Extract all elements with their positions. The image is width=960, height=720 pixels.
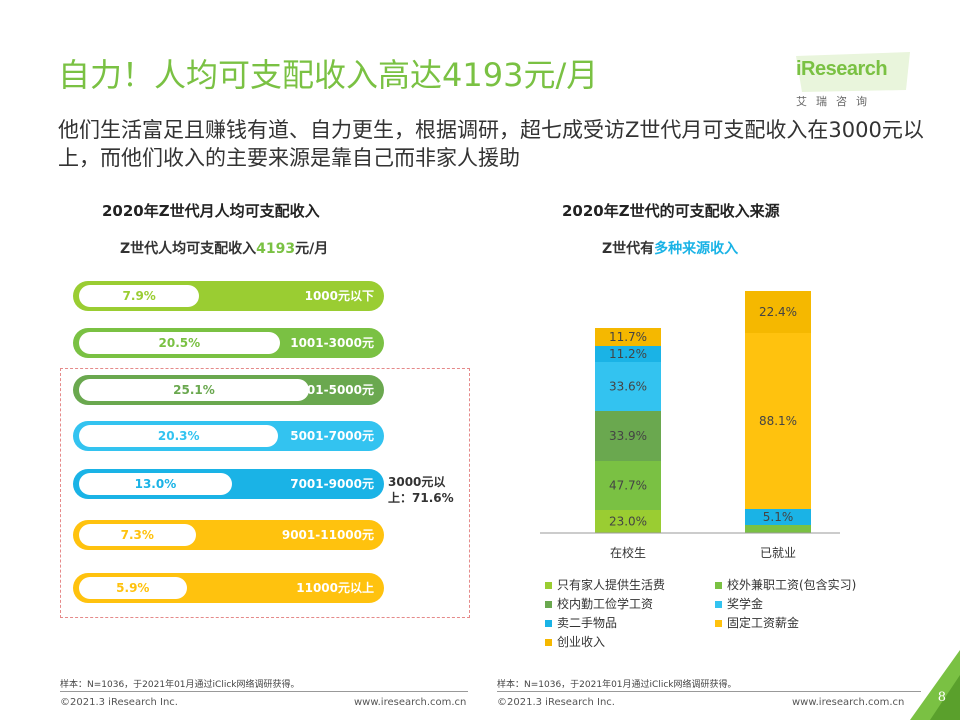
page-title: 自力！人均可支配收入高达4193元/月: [58, 56, 599, 94]
x-axis-tick-label: 在校生: [610, 545, 646, 560]
right-sub-highlight: 多种来源收入: [654, 241, 739, 257]
left-sub-value: 4193: [256, 241, 296, 257]
stack-segment: [745, 333, 811, 509]
stack-segment: [745, 509, 811, 525]
stack-segment: [595, 510, 661, 533]
income-bar: 7.9% 1000元以下: [73, 281, 384, 311]
left-url[interactable]: www.iresearch.com.cn: [354, 697, 467, 708]
right-chart-title: 2020年Z世代的可支配收入来源: [562, 202, 780, 220]
stack-segment-label: 23.0%: [609, 515, 647, 529]
logo-text: iResearch: [796, 58, 888, 80]
stack-segment-label: 11.7%: [609, 330, 647, 344]
right-chart-subtitle: Z世代有多种来源收入: [602, 238, 738, 258]
income-bar-value-label: 5.9%: [116, 581, 150, 595]
legend-label: 校内勤工俭学工资: [557, 597, 654, 611]
stack-segment: [595, 328, 661, 346]
income-bar-value-label: 7.3%: [120, 528, 154, 542]
income-bar-value-label: 25.1%: [173, 383, 215, 397]
legend-item: 创业收入: [545, 633, 605, 650]
income-bar-fill: [79, 577, 187, 599]
legend-label: 只有家人提供生活费: [557, 578, 666, 592]
income-bar: 20.3% 5001-7000元: [73, 421, 384, 451]
legend-item: 校外兼职工资(包含实习): [715, 576, 856, 593]
left-sub-prefix: Z世代人均可支配收入: [120, 241, 257, 257]
legend-item: 奖学金: [715, 595, 763, 612]
legend-swatch: [545, 620, 552, 627]
logo-subtext: 艾瑞咨询: [796, 95, 876, 108]
income-bar-value-label: 13.0%: [134, 477, 177, 491]
stack-segment-label: 11.2%: [609, 347, 647, 361]
legend-label: 奖学金: [727, 597, 764, 611]
legend-item: 卖二手物品: [545, 614, 617, 631]
legend-swatch: [545, 601, 552, 608]
left-copyright: ©2021.3 iResearch Inc.: [60, 697, 178, 708]
page-subtitle: 他们生活富足且赚钱有道、自力更生，根据调研，超七成受访Z世代月可支配收入在300…: [58, 118, 924, 170]
stack-segment: [595, 346, 661, 362]
income-bar-fill: [79, 425, 279, 447]
income-bar-fill: [79, 332, 280, 354]
left-footer-divider: [60, 691, 468, 692]
corner-decoration: [910, 650, 960, 720]
stack-segment-label: 22.4%: [759, 305, 797, 319]
legend-item: 固定工资薪金: [715, 614, 799, 631]
legend-swatch: [545, 639, 552, 646]
income-bar-fill: [79, 285, 200, 307]
income-bar: 20.5% 1001-3000元: [73, 328, 384, 358]
stack-segment-label: 33.9%: [609, 429, 647, 443]
income-bar-value-label: 20.3%: [157, 429, 200, 443]
stack-segment: [595, 362, 661, 411]
legend-swatch: [545, 582, 552, 589]
left-chart-title: 2020年Z世代月人均可支配收入: [102, 202, 320, 220]
right-url[interactable]: www.iresearch.com.cn: [792, 697, 905, 708]
legend-item: 只有家人提供生活费: [545, 576, 665, 593]
income-bar: 13.0% 7001-9000元: [73, 469, 384, 499]
right-sub-prefix: Z世代有: [602, 241, 655, 257]
income-bar-category-label: 1001-3000元: [290, 336, 374, 350]
income-source-stacked-chart: 23.0% 47.7% 33.9% 33.6% 11.2% 11.7% 在校生 5.1% 88.…: [540, 291, 840, 560]
stack-segment-label: 33.6%: [609, 380, 647, 394]
stack-segment: [745, 525, 811, 533]
income-bar-category-label: 9001-11000元: [281, 528, 374, 542]
income-bar-fill: [79, 524, 196, 546]
income-bar: 7.3% 9001-11000元: [73, 520, 384, 550]
left-sub-suffix: 元/月: [295, 241, 329, 257]
income-bar-fill: [79, 379, 309, 401]
iresearch-logo: [796, 52, 910, 92]
legend-item: 校内勤工俭学工资: [545, 595, 653, 612]
legend-swatch: [715, 582, 722, 589]
income-bar-category-label: 5001-7000元: [290, 429, 374, 443]
income-bar-value-label: 20.5%: [158, 336, 201, 350]
income-bar-category-label: 1000元以下: [304, 289, 374, 303]
x-axis-tick-label: 已就业: [760, 546, 796, 560]
stack-segment-label: 5.1%: [763, 510, 794, 524]
stack-segment: [745, 291, 811, 333]
income-bar-category-label: 11000元以上: [296, 581, 374, 595]
legend-label: 创业收入: [557, 635, 606, 649]
right-copyright: ©2021.3 iResearch Inc.: [497, 697, 615, 708]
legend-label: 卖二手物品: [557, 616, 618, 630]
income-bar: 5.9% 11000元以上: [73, 573, 384, 603]
legend-swatch: [715, 620, 722, 627]
left-chart-subtitle: Z世代人均可支配收入4193元/月: [120, 238, 328, 258]
legend-label: 固定工资薪金: [727, 616, 800, 630]
stack-segment-label: 47.7%: [609, 479, 647, 493]
legend-label: 校外兼职工资(包含实习): [727, 578, 857, 592]
income-bar-category-label: 3001-5000元: [290, 383, 374, 397]
left-sample-note: 样本：N=1036，于2021年01月通过iClick网络调研获得。: [60, 680, 300, 690]
income-bar-fill: [79, 473, 232, 495]
stack-segment-label: 88.1%: [759, 414, 797, 428]
income-bar-category-label: 7001-9000元: [290, 477, 374, 491]
over-3000-highlight-box: [60, 368, 470, 618]
legend-swatch: [715, 601, 722, 608]
income-bar: 25.1% 3001-5000元: [73, 375, 384, 405]
over-3000-note: 3000元以上：71.6%: [388, 475, 454, 505]
income-bar-value-label: 7.9%: [122, 289, 156, 303]
page-number: 8: [937, 690, 946, 705]
stack-segment: [595, 461, 661, 510]
right-sample-note: 样本：N=1036，于2021年01月通过iClick网络调研获得。: [497, 680, 737, 690]
stack-segment: [595, 411, 661, 461]
right-footer-divider: [497, 691, 921, 692]
